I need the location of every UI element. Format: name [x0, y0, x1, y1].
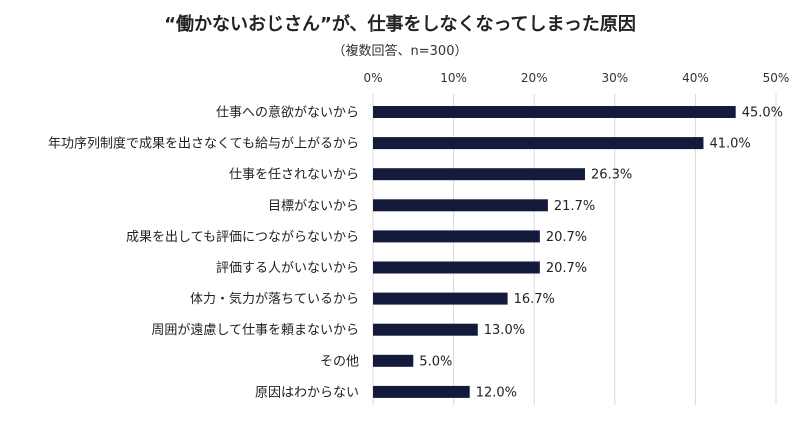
chart-title: “働かないおじさん”が、仕事をしなくなってしまった原因	[164, 14, 636, 35]
x-tick-label: 50%	[763, 71, 790, 85]
data-label: 5.0%	[419, 354, 452, 369]
bar	[373, 199, 548, 212]
category-label: 成果を出しても評価につながらないから	[126, 230, 359, 245]
category-label: 年功序列制度で成果を出さなくても給与が上がるから	[48, 136, 359, 152]
x-tick-label: 30%	[601, 71, 628, 85]
data-label: 20.7%	[546, 261, 587, 276]
bar	[373, 354, 414, 367]
data-label: 13.0%	[484, 323, 525, 338]
bar	[373, 261, 540, 274]
bar	[373, 292, 508, 305]
data-label: 41.0%	[709, 137, 750, 152]
category-label: 原因はわからない	[255, 385, 359, 400]
x-tick-label: 0%	[363, 71, 382, 85]
category-label: その他	[320, 354, 359, 369]
bar	[373, 106, 736, 118]
x-tick-label: 20%	[521, 71, 548, 85]
bar	[373, 137, 704, 150]
x-tick-label: 10%	[440, 71, 467, 85]
category-label: 評価する人がいないから	[216, 261, 359, 276]
category-label: 仕事を任されないから	[229, 168, 359, 183]
x-tick-label: 40%	[682, 71, 709, 85]
data-label: 26.3%	[591, 168, 632, 183]
chart-subtitle: （複数回答、n=300）	[332, 44, 468, 59]
bar	[373, 230, 540, 243]
category-label: 目標がないから	[268, 199, 359, 214]
bar	[373, 323, 478, 336]
data-label: 20.7%	[546, 230, 587, 245]
category-label: 仕事への意欲がないから	[216, 105, 359, 121]
category-label: 体力・気力が落ちているから	[190, 291, 359, 307]
data-label: 12.0%	[476, 385, 517, 400]
bar	[373, 168, 585, 181]
data-label: 16.7%	[514, 292, 555, 307]
category-label: 周囲が遠慮して仕事を頼まないから	[151, 323, 359, 338]
bar	[373, 385, 470, 398]
data-label: 21.7%	[554, 199, 595, 214]
data-label: 45.0%	[742, 106, 783, 121]
